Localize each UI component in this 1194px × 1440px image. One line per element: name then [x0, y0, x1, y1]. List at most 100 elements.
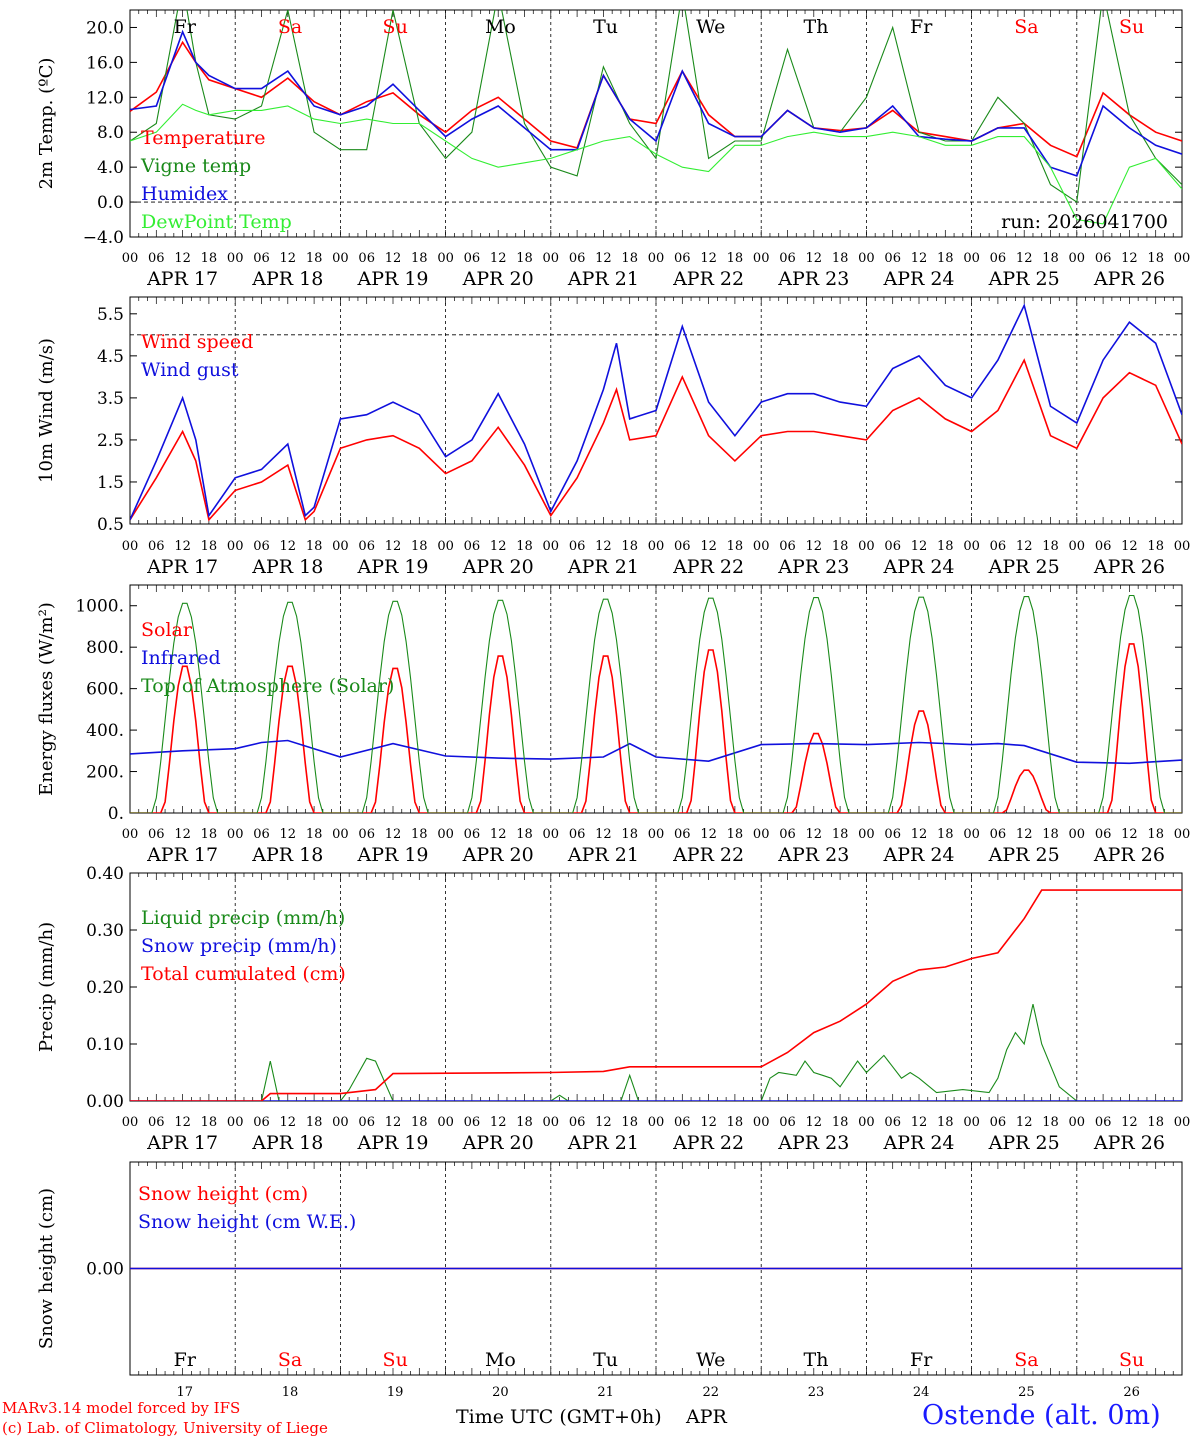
energy-hour-label: 12	[806, 827, 823, 842]
precip-hour-label: 00	[227, 1115, 244, 1130]
temp-hour-label: 06	[1095, 251, 1112, 266]
precip-ytick-label: 0.00	[86, 1092, 124, 1112]
wind-hour-label: 12	[385, 539, 402, 554]
wind-hour-label: 12	[1016, 539, 1033, 554]
energy-hour-label: 00	[963, 827, 980, 842]
wind-hour-label-end: 00	[1174, 539, 1191, 554]
energy-series-1	[130, 739, 1182, 765]
wind-ytick-label: 0.5	[97, 515, 124, 535]
panel-wind	[129, 296, 1183, 525]
energy-hour-label: 12	[595, 827, 612, 842]
wind-hour-label: 18	[727, 539, 744, 554]
temp-ytick-label: 12.0	[86, 88, 124, 108]
energy-ylabel: Energy fluxes (W/m²)	[36, 602, 57, 796]
precip-hour-label: 00	[648, 1115, 665, 1130]
energy-hour-label: 18	[411, 827, 428, 842]
precip-date-label: APR 25	[988, 1132, 1060, 1154]
precip-date-label: APR 26	[1093, 1132, 1165, 1154]
energy-hour-label: 06	[884, 827, 901, 842]
weekday-top-7: Fr	[910, 16, 933, 38]
wind-date-label: APR 26	[1093, 556, 1165, 578]
energy-hour-label: 18	[201, 827, 218, 842]
temp-hour-label: 12	[174, 251, 191, 266]
weekday-top-9: Su	[1119, 16, 1144, 38]
precip-hour-label: 12	[1016, 1115, 1033, 1130]
temp-hour-label: 00	[858, 251, 875, 266]
weekday-top-2: Su	[383, 16, 408, 38]
energy-hour-label: 00	[543, 827, 560, 842]
energy-hour-label: 06	[674, 827, 691, 842]
wind-hour-label: 00	[648, 539, 665, 554]
precip-hour-label: 06	[253, 1115, 270, 1130]
energy-hour-label: 00	[122, 827, 139, 842]
temp-hour-label: 06	[674, 251, 691, 266]
wind-hour-label: 06	[990, 539, 1007, 554]
wind-hour-label: 12	[806, 539, 823, 554]
wind-legend-1: Wind gust	[141, 359, 239, 381]
precip-hour-label: 06	[779, 1115, 796, 1130]
energy-hour-label: 18	[727, 827, 744, 842]
wind-hour-label: 06	[779, 539, 796, 554]
wind-series-1	[130, 303, 1182, 521]
temp-date-label: APR 26	[1093, 268, 1165, 290]
energy-date-label: APR 26	[1093, 844, 1165, 866]
energy-hour-label: 00	[858, 827, 875, 842]
precip-hour-label: 18	[201, 1115, 218, 1130]
energy-legend-1: Infrared	[141, 647, 221, 669]
wind-hour-label: 00	[543, 539, 560, 554]
x-axis-title: Time UTC (GMT+0h)	[456, 1406, 662, 1428]
panel-snow	[129, 1161, 1183, 1376]
temp-ytick-label: 8.0	[97, 123, 124, 143]
wind-date-label: APR 23	[777, 556, 849, 578]
wind-hour-label: 18	[516, 539, 533, 554]
temp-ytick-label: −4.0	[83, 228, 124, 248]
energy-hour-label: 18	[1042, 827, 1059, 842]
precip-ytick-label: 0.20	[86, 978, 124, 998]
wind-hour-label: 06	[674, 539, 691, 554]
temp-hour-label: 18	[1147, 251, 1164, 266]
weekday-bottom-4: Tu	[593, 1349, 618, 1371]
precip-hour-label: 00	[753, 1115, 770, 1130]
energy-legend-0: Solar	[141, 619, 193, 641]
temp-date-label: APR 22	[672, 268, 744, 290]
wind-ytick-label: 1.5	[97, 473, 124, 493]
precip-hour-label: 12	[700, 1115, 717, 1130]
energy-date-label: APR 22	[672, 844, 744, 866]
precip-hour-label: 06	[990, 1115, 1007, 1130]
temp-hour-label: 06	[358, 251, 375, 266]
temp-legend-2: Humidex	[141, 183, 228, 205]
precip-hour-label: 00	[963, 1115, 980, 1130]
wind-hour-label: 18	[937, 539, 954, 554]
wind-ytick-label: 5.5	[97, 305, 124, 325]
weekday-top-4: Tu	[593, 16, 618, 38]
wind-hour-label: 18	[1147, 539, 1164, 554]
temp-hour-label: 18	[832, 251, 849, 266]
precip-legend-1: Snow precip (mm/h)	[141, 935, 337, 957]
precip-date-label: APR 24	[882, 1132, 954, 1154]
energy-ytick-label: 800.	[86, 638, 124, 658]
energy-date-label: APR 24	[882, 844, 954, 866]
temp-series-3	[130, 103, 1182, 225]
temp-hour-label-end: 00	[1174, 251, 1191, 266]
precip-hour-label: 12	[490, 1115, 507, 1130]
energy-series-2	[130, 594, 1182, 813]
weekday-bottom-5: We	[696, 1349, 725, 1371]
wind-hour-label: 12	[595, 539, 612, 554]
energy-date-label: APR 25	[988, 844, 1060, 866]
energy-hour-label: 06	[148, 827, 165, 842]
wind-date-label: APR 24	[882, 556, 954, 578]
weekday-top-6: Th	[804, 16, 829, 38]
day-number-5: 22	[703, 1385, 720, 1400]
temp-hour-label: 00	[1069, 251, 1086, 266]
temp-legend-1: Vigne temp	[140, 155, 251, 177]
weekday-top-0: Fr	[174, 16, 197, 38]
credit-model: MARv3.14 model forced by IFS	[2, 1399, 241, 1417]
energy-ytick-label: 400.	[86, 721, 124, 741]
energy-hour-label: 18	[306, 827, 323, 842]
precip-ytick-label: 0.30	[86, 921, 124, 941]
run-label: run: 2026041700	[1001, 211, 1168, 233]
weekday-bottom-9: Su	[1119, 1349, 1144, 1371]
temp-ytick-label: 0.0	[97, 193, 124, 213]
precip-series-2	[130, 889, 1182, 1101]
